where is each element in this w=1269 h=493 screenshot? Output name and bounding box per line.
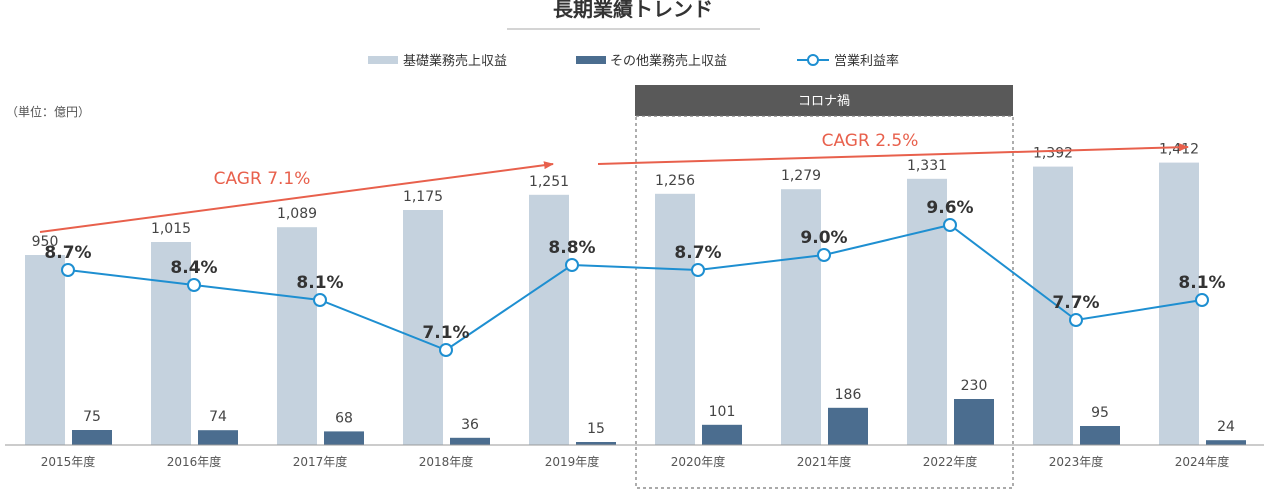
label-basic-revenue-2020年度: 1,256	[655, 173, 695, 189]
legend: 基礎業務売上収益 その他業務売上収益 営業利益率	[368, 53, 899, 69]
label-basic-revenue-2017年度: 1,089	[277, 206, 317, 222]
cagr-arrow-2	[597, 143, 1189, 165]
operating-margin-marker-2016年度	[187, 278, 201, 292]
bar-basic-revenue-2016年度	[151, 242, 191, 445]
label-other-revenue-2020年度: 101	[709, 404, 736, 420]
chart-title: 長期業績トレンド	[553, 0, 713, 21]
bar-basic-revenue-2018年度	[403, 210, 443, 445]
operating-margin-marker-2022年度	[943, 218, 957, 232]
label-other-revenue-2017年度: 68	[335, 410, 353, 426]
bar-other-revenue-2015年度	[72, 430, 112, 445]
operating-margin-marker-2015年度	[61, 263, 75, 277]
x-tick-2015年度: 2015年度	[41, 454, 96, 469]
label-operating-margin-2022年度: 9.6%	[926, 198, 973, 218]
bar-basic-revenue-2022年度	[907, 178, 947, 446]
bar-basic-revenue-2017年度	[277, 227, 317, 445]
covid-period-label: コロナ禍	[798, 93, 850, 109]
bar-basic-revenue-2021年度	[781, 189, 821, 445]
bar-other-revenue-2023年度	[1080, 426, 1120, 445]
bar-other-revenue-2024年度	[1206, 440, 1246, 445]
label-operating-margin-2017年度: 8.1%	[296, 273, 343, 293]
legend-label-operating-margin: 営業利益率	[834, 53, 899, 69]
operating-margin-marker-2020年度	[691, 263, 705, 277]
bar-other-revenue-2016年度	[198, 430, 238, 445]
label-other-revenue-2019年度: 15	[587, 421, 605, 437]
cagr-label-1: CAGR 7.1%	[214, 169, 311, 189]
legend-swatch-operating-margin-marker	[807, 54, 819, 66]
x-tick-2023年度: 2023年度	[1049, 454, 1104, 469]
legend-label-basic-revenue: 基礎業務売上収益	[403, 53, 507, 69]
x-tick-2016年度: 2016年度	[167, 454, 222, 469]
label-basic-revenue-2016年度: 1,015	[151, 221, 191, 237]
label-operating-margin-2018年度: 7.1%	[422, 323, 469, 343]
bar-other-revenue-2021年度	[828, 407, 868, 445]
bar-other-revenue-2019年度	[576, 442, 616, 445]
bar-basic-revenue-2023年度	[1033, 166, 1073, 445]
label-other-revenue-2018年度: 36	[461, 417, 479, 433]
label-basic-revenue-2019年度: 1,251	[529, 174, 569, 190]
x-tick-2017年度: 2017年度	[293, 454, 348, 469]
x-tick-2021年度: 2021年度	[797, 454, 852, 469]
legend-label-other-revenue: その他業務売上収益	[610, 53, 727, 69]
label-other-revenue-2016年度: 74	[209, 409, 227, 425]
bar-other-revenue-2020年度	[702, 424, 742, 445]
x-tick-2018年度: 2018年度	[419, 454, 474, 469]
label-other-revenue-2022年度: 230	[961, 378, 988, 394]
label-basic-revenue-2018年度: 1,175	[403, 189, 443, 205]
legend-swatch-basic-revenue	[368, 56, 398, 64]
label-operating-margin-2016年度: 8.4%	[170, 258, 217, 278]
label-basic-revenue-2024年度: 1,412	[1159, 142, 1199, 158]
x-tick-2020年度: 2020年度	[671, 454, 726, 469]
operating-margin-marker-2017年度	[313, 293, 327, 307]
covid-period: コロナ禍	[635, 85, 1014, 489]
cagr-arrow-1	[39, 161, 554, 233]
operating-margin-layer	[61, 218, 1209, 357]
bar-basic-revenue-2015年度	[25, 255, 65, 445]
cagr-layer: CAGR 7.1% CAGR 2.5%	[39, 131, 1189, 233]
x-tick-2022年度: 2022年度	[923, 454, 978, 469]
unit-label: （単位：億円）	[6, 104, 90, 119]
bars-layer	[25, 162, 1246, 446]
label-operating-margin-2015年度: 8.7%	[44, 243, 91, 263]
label-basic-revenue-2015年度: 950	[32, 234, 59, 250]
operating-margin-marker-2024年度	[1195, 293, 1209, 307]
bar-other-revenue-2018年度	[450, 437, 490, 445]
label-basic-revenue-2022年度: 1,331	[907, 158, 947, 174]
operating-margin-marker-2018年度	[439, 343, 453, 357]
label-basic-revenue-2023年度: 1,392	[1033, 146, 1073, 162]
covid-period-frame	[635, 115, 1014, 489]
label-basic-revenue-2021年度: 1,279	[781, 168, 821, 184]
bar-other-revenue-2017年度	[324, 431, 364, 445]
label-operating-margin-2023年度: 7.7%	[1052, 293, 1099, 313]
label-other-revenue-2024年度: 24	[1217, 419, 1235, 435]
operating-margin-marker-2019年度	[565, 258, 579, 272]
label-other-revenue-2015年度: 75	[83, 409, 101, 425]
legend-swatch-other-revenue	[576, 56, 606, 64]
x-tick-2019年度: 2019年度	[545, 454, 600, 469]
operating-margin-marker-2021年度	[817, 248, 831, 262]
bar-other-revenue-2022年度	[954, 399, 994, 445]
label-operating-margin-2024年度: 8.1%	[1178, 273, 1225, 293]
covid-period-header	[635, 85, 1013, 116]
labels-layer: 950 75 2015年度 1,015 74 2016年度 1,089 68 2017年度 1,1…	[32, 142, 1235, 469]
label-operating-margin-2021年度: 9.0%	[800, 228, 847, 248]
bar-basic-revenue-2019年度	[529, 194, 569, 445]
label-operating-margin-2019年度: 8.8%	[548, 238, 595, 258]
operating-margin-marker-2023年度	[1069, 313, 1083, 327]
x-tick-2024年度: 2024年度	[1175, 454, 1230, 469]
label-operating-margin-2020年度: 8.7%	[674, 243, 721, 263]
label-other-revenue-2021年度: 186	[835, 387, 862, 403]
bar-basic-revenue-2020年度	[655, 193, 695, 445]
cagr-label-2: CAGR 2.5%	[822, 131, 919, 151]
operating-margin-line	[67, 223, 1203, 352]
label-other-revenue-2023年度: 95	[1091, 405, 1109, 421]
